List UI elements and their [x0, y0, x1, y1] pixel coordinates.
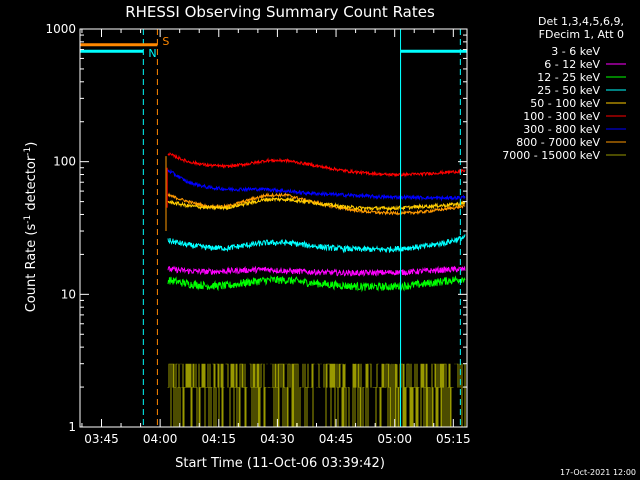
legend-label: 25 - 50 keV [537, 84, 600, 97]
series-25-50-kev [167, 234, 466, 254]
legend: Det 1,3,4,5,6,9, FDecim 1, Att 0 3 - 6 k… [502, 15, 626, 162]
x-axis: 03:45 04:00 04:15 04:30 04:45 05:00 05:15 [81, 29, 471, 446]
x-tick-label: 04:15 [201, 432, 236, 446]
x-axis-label: Start Time (11-Oct-06 03:39:42) [175, 456, 385, 471]
x-tick-label: 05:15 [436, 432, 471, 446]
legend-label: 800 - 7000 keV [516, 136, 600, 149]
y-tick-label: 1000 [45, 22, 76, 36]
legend-label: 6 - 12 keV [544, 58, 600, 71]
series-300-800-kev [167, 168, 466, 202]
plot-frame [79, 28, 468, 428]
footer-date: 17-Oct-2021 12:00 [560, 468, 636, 477]
flag-label: S [162, 35, 169, 48]
data-layer [165, 152, 466, 428]
legend-label: 12 - 25 keV [537, 71, 600, 84]
x-tick-label: 03:45 [84, 432, 119, 446]
flag-label: N [148, 47, 156, 60]
legend-label: 300 - 800 keV [523, 123, 600, 136]
x-tick-label: 04:30 [260, 432, 295, 446]
series-3-6-kev [167, 307, 466, 365]
y-axis: 1 10 100 1000 [45, 22, 467, 434]
series-6-12-kev [167, 265, 466, 277]
chart-title: RHESSI Observing Summary Count Rates [125, 3, 435, 21]
x-tick-label: 04:00 [143, 432, 178, 446]
x-tick-label: 04:45 [319, 432, 354, 446]
legend-label: 7000 - 15000 keV [502, 149, 600, 162]
y-tick-label: 10 [61, 287, 76, 301]
legend-label: 50 - 100 keV [530, 97, 600, 110]
y-axis-label: Count Rate (s-1 detector-1) [23, 142, 39, 313]
onset-spikes [165, 156, 168, 232]
series-7000-15000-kev-group [167, 363, 466, 428]
legend-title-1: Det 1,3,4,5,6,9, [538, 15, 624, 28]
series-12-25-kev [167, 274, 466, 293]
y-tick-label: 1 [68, 420, 76, 434]
legend-label: 100 - 300 keV [523, 110, 600, 123]
legend-label: 3 - 6 keV [551, 45, 600, 58]
x-tick-label: 05:00 [377, 432, 412, 446]
legend-title-2: FDecim 1, Att 0 [539, 28, 624, 41]
series-50-100-kev [167, 196, 466, 212]
y-tick-label: 100 [53, 155, 76, 169]
series-100-300-kev [167, 152, 466, 178]
